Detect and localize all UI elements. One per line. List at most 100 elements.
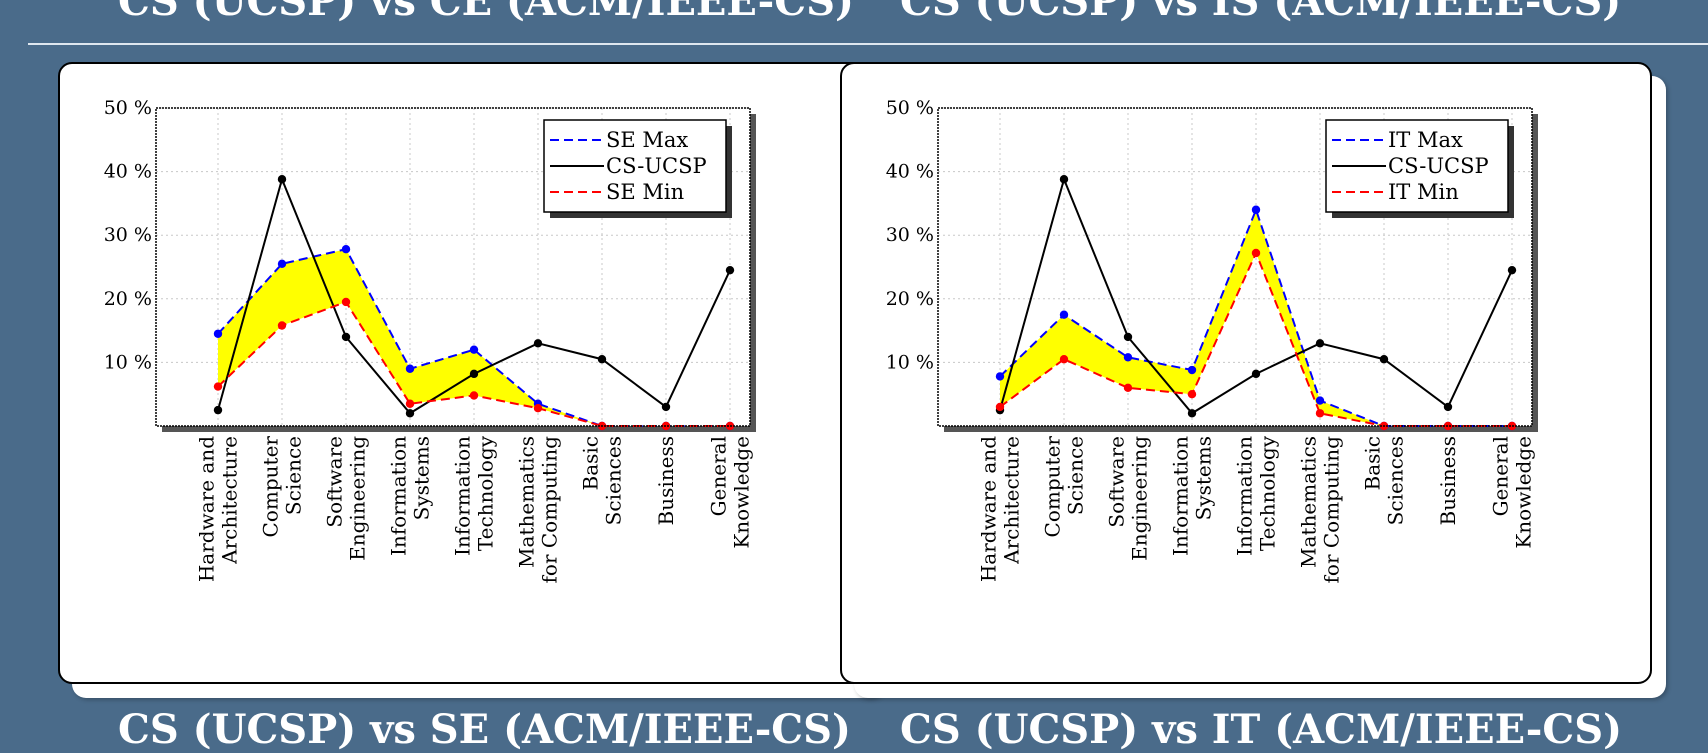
- x-tick-label: Business: [1436, 436, 1460, 525]
- data-point-max: [1315, 396, 1325, 405]
- data-point-cs: [1315, 339, 1325, 348]
- data-point-cs: [1251, 369, 1261, 379]
- x-tick-label-line: Business: [654, 436, 678, 525]
- data-point-min: [1123, 383, 1133, 393]
- data-point-min: [1187, 390, 1197, 399]
- x-tick-label-line: Technology: [1256, 435, 1280, 551]
- data-point-cs: [533, 339, 543, 348]
- y-tick-label: 20 %: [104, 288, 152, 310]
- data-point-max: [1187, 365, 1197, 375]
- x-tick-label-line: Computer: [1041, 436, 1065, 538]
- data-point-cs: [1059, 175, 1069, 184]
- heading-bottom-left: CS (UCSP) vs SE (ACM/IEEE-CS): [118, 706, 851, 753]
- data-point-max: [1059, 310, 1069, 319]
- x-tick-label-line: Software: [1105, 436, 1129, 528]
- x-tick-label-line: Information: [387, 436, 411, 556]
- x-tick-label-line: Information: [451, 436, 475, 556]
- data-point-min: [1251, 248, 1261, 258]
- data-point-cs: [661, 402, 671, 412]
- x-tick-label-line: General: [707, 436, 731, 516]
- data-point-cs: [597, 355, 607, 364]
- x-tick-label: Information Systems: [1169, 436, 1216, 556]
- data-point-cs: [1379, 355, 1389, 364]
- chart-left: 10 % 20 % 30 % 40 % 50 % Hardware and Architec…: [104, 97, 756, 584]
- y-tick-label: 50 %: [104, 97, 152, 119]
- x-tick-label-line: Basic: [1361, 436, 1385, 490]
- heading-divider: [28, 43, 1708, 45]
- legend-label-min: IT Min: [1388, 180, 1459, 204]
- y-tick-label: 40 %: [886, 161, 934, 183]
- heading-top-right: CS (UCSP) vs IS (ACM/IEEE-CS): [900, 0, 1622, 25]
- data-point-min: [277, 321, 287, 330]
- data-point-cs: [469, 369, 479, 379]
- x-tick-label-line: Knowledge: [730, 436, 754, 549]
- x-tick-label-line: Knowledge: [1512, 436, 1536, 549]
- data-point-max: [995, 372, 1005, 381]
- data-point-cs: [1123, 332, 1133, 342]
- heading-bottom-right: CS (UCSP) vs IT (ACM/IEEE-CS): [900, 706, 1623, 753]
- chart-panel-right: 10 % 20 % 30 % 40 % 50 % Hardware and Architec…: [840, 62, 1652, 684]
- legend-label-cs: CS-UCSP: [1388, 154, 1489, 178]
- x-tick-label-line: Sciences: [602, 436, 626, 525]
- x-tick-label-line: Hardware and: [977, 436, 1001, 582]
- x-tick-label-line: Hardware and: [195, 436, 219, 582]
- fill-between-area: [1000, 209, 1512, 426]
- x-tick-label: Information Systems: [387, 436, 434, 556]
- data-point-min: [995, 402, 1005, 412]
- y-tick-label: 50 %: [886, 97, 934, 119]
- data-point-max: [341, 244, 351, 254]
- x-tick-label: Mathematics for Computing: [1297, 436, 1344, 584]
- x-tick-label: Basic Sciences: [1361, 436, 1408, 525]
- heading-top-left: CS (UCSP) vs CE (ACM/IEEE-CS): [118, 0, 854, 25]
- x-tick-label-line: Systems: [410, 436, 434, 520]
- x-tick-label-line: Science: [1064, 436, 1088, 515]
- x-tick-label-line: Mathematics: [515, 436, 539, 568]
- data-point-min: [405, 399, 415, 408]
- x-tick-label: Computer Science: [1041, 436, 1088, 538]
- x-tick-label: Mathematics for Computing: [515, 436, 562, 584]
- data-point-cs: [1443, 402, 1453, 412]
- data-point-min: [341, 297, 351, 307]
- x-tick-label-line: Information: [1169, 436, 1193, 556]
- y-tick-label: 20 %: [886, 288, 934, 310]
- x-tick-label: General Knowledge: [1489, 436, 1536, 549]
- series-line-max: [217, 248, 730, 427]
- x-tick-label: Information Technology: [451, 435, 498, 556]
- fill-between-area: [218, 249, 730, 426]
- data-point-cs: [1507, 265, 1517, 275]
- legend-label-cs: CS-UCSP: [606, 154, 707, 178]
- data-point-cs: [341, 332, 351, 342]
- x-tick-label-line: Architecture: [218, 436, 242, 565]
- x-tick-label-line: Business: [1436, 436, 1460, 525]
- x-tick-label: Computer Science: [259, 436, 306, 538]
- data-point-min: [1315, 409, 1325, 418]
- x-tick-label-line: for Computing: [1320, 436, 1344, 584]
- x-tick-label-line: Information: [1233, 436, 1257, 556]
- x-tick-label: Hardware and Architecture: [977, 436, 1024, 582]
- x-tick-label-line: Basic: [579, 436, 603, 490]
- data-point-max: [1123, 353, 1133, 362]
- x-tick-label: Basic Sciences: [579, 436, 626, 525]
- y-tick-label: 10 %: [886, 351, 934, 373]
- data-point-min: [1059, 355, 1069, 364]
- x-tick-label-line: Computer: [259, 436, 283, 538]
- data-point-cs: [1187, 409, 1197, 418]
- x-tick-label-line: Architecture: [1000, 436, 1024, 565]
- x-tick-label: Software Engineering: [323, 436, 370, 561]
- data-point-cs: [405, 409, 415, 418]
- data-point-max: [213, 329, 223, 338]
- x-tick-label: Information Technology: [1233, 435, 1280, 556]
- legend-label-min: SE Min: [606, 180, 684, 204]
- plot-frame: [937, 107, 1533, 427]
- data-point-max: [277, 259, 287, 269]
- x-tick-label-line: Mathematics: [1297, 436, 1321, 568]
- data-point-max: [469, 345, 479, 354]
- x-tick-label: Hardware and Architecture: [195, 436, 242, 582]
- data-point-min: [213, 382, 223, 391]
- x-tick-label-line: Engineering: [346, 436, 370, 561]
- data-point-min: [469, 391, 479, 400]
- data-point-cs: [213, 405, 223, 415]
- data-point-max: [1251, 205, 1261, 214]
- x-tick-label-line: Sciences: [1384, 436, 1408, 525]
- chart-panel-left: 10 % 20 % 30 % 40 % 50 % Hardware and Architec…: [58, 62, 870, 684]
